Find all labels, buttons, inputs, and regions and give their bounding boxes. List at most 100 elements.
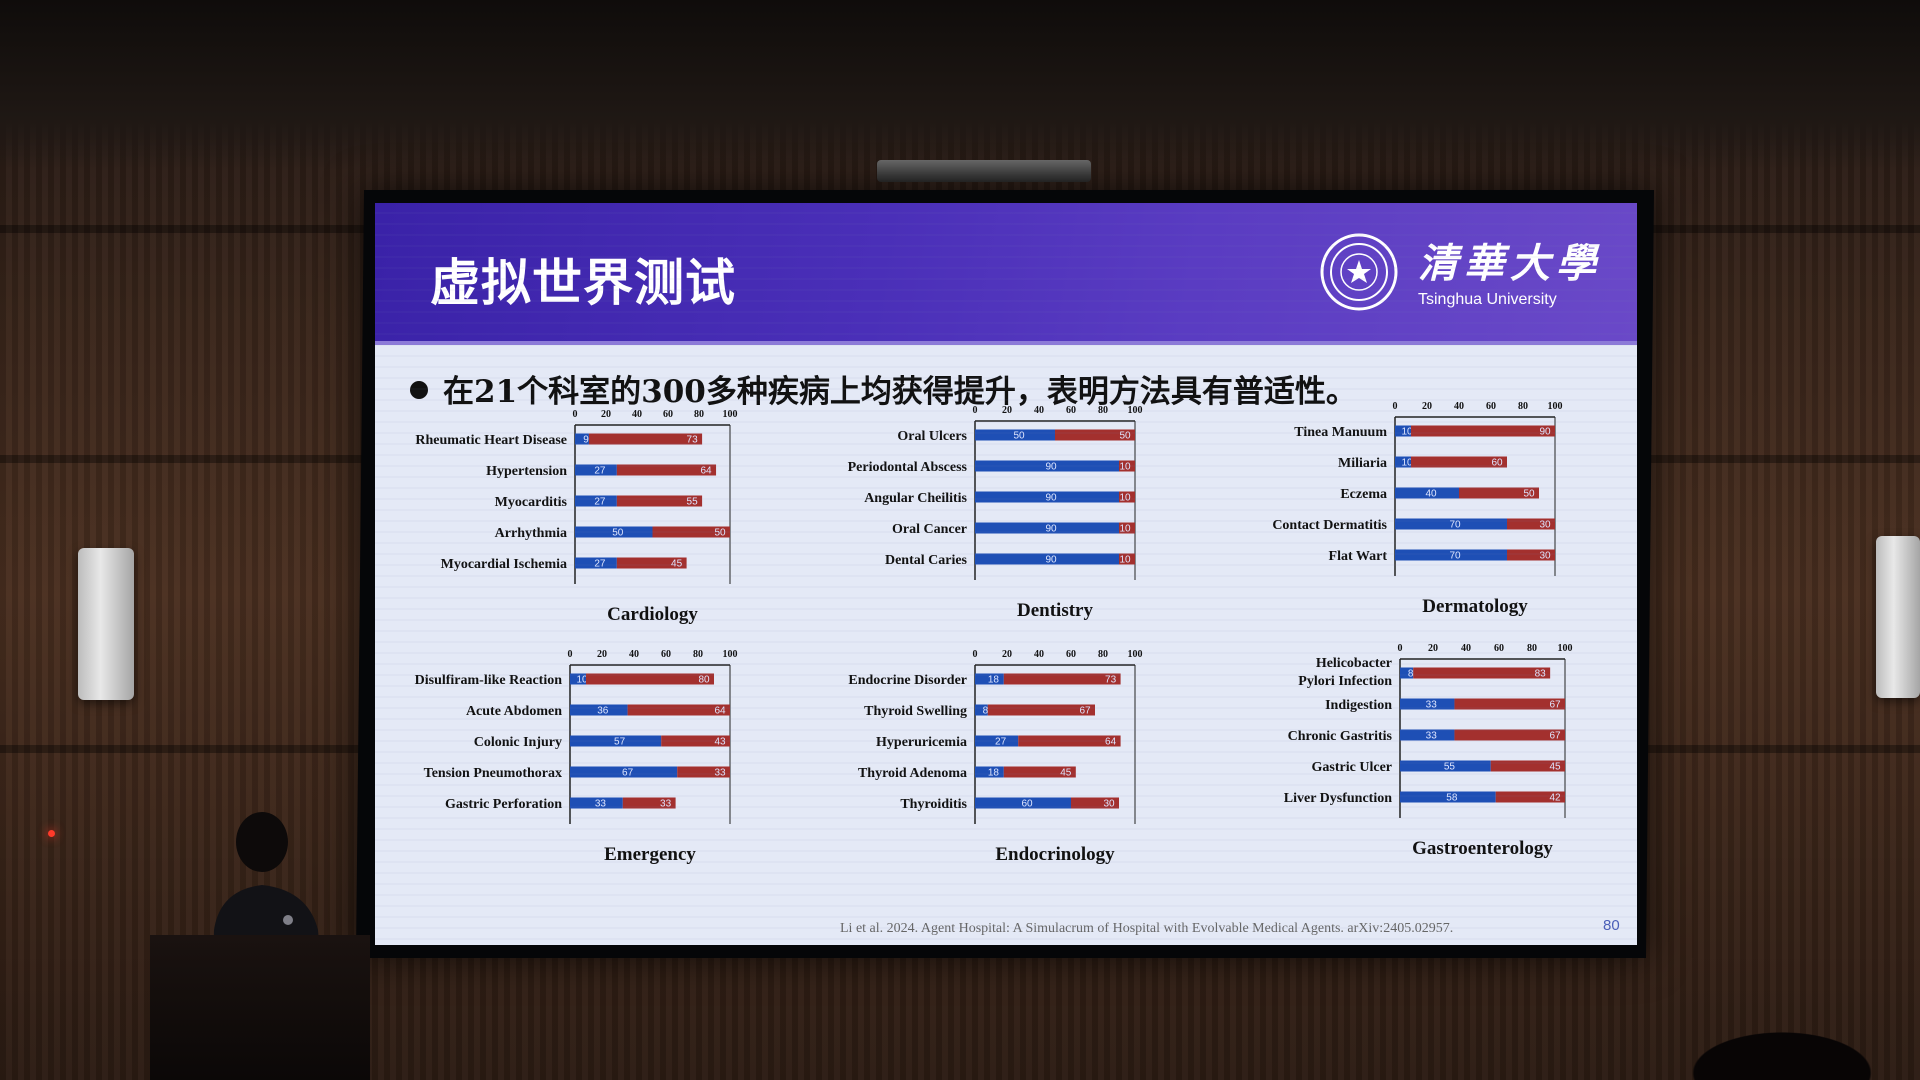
blue-bar — [975, 522, 1119, 534]
tick-label: 20 — [1002, 405, 1012, 416]
blue-bar — [575, 557, 617, 569]
tick-label: 0 — [1398, 643, 1403, 654]
category-label: Contact Dermatitis — [1272, 518, 1387, 533]
blue-bar — [975, 735, 1019, 747]
data-label: 50 — [612, 528, 624, 539]
tick-label: 100 — [1548, 401, 1563, 412]
category-label: Thyroid Swelling — [864, 704, 967, 719]
category-label: Tinea Manuum — [1294, 425, 1387, 440]
blue-bar — [1400, 729, 1455, 741]
category-label: Endocrine Disorder — [848, 673, 967, 688]
slide-header: 虚拟世界测试 清華大學 Tsinghua University — [375, 203, 1637, 345]
data-label: 50 — [714, 528, 726, 539]
data-label: 67 — [1549, 731, 1561, 742]
blue-bar — [1400, 760, 1491, 772]
data-label: 9 — [583, 435, 589, 446]
category-label: Angular Cheilitis — [864, 491, 967, 506]
red-bar — [1119, 553, 1135, 565]
chart-dermatology: 0 20 40 60 80 100 Tinea Manuum 10 90 Miliaria 10 60… — [1272, 401, 1563, 617]
data-label: 50 — [1013, 431, 1025, 442]
citation-text: Li et al. 2024. Agent Hospital: A Simula… — [840, 921, 1454, 936]
tick-label: 100 — [1558, 643, 1573, 654]
blue-bar — [975, 429, 1055, 441]
category-label: Helicobacter — [1316, 656, 1392, 671]
data-label: 8 — [983, 706, 989, 717]
data-label: 33 — [714, 768, 726, 779]
tick-label: 20 — [1422, 401, 1432, 412]
chart-gastroenterology: 0 20 40 60 80 100 Helicobacter Pylori Infection… — [1284, 643, 1573, 859]
slide-title: 虚拟世界测试 — [430, 254, 736, 312]
blue-bar — [1395, 425, 1411, 437]
data-label: 60 — [1021, 799, 1033, 810]
blue-bar — [570, 735, 662, 747]
red-bar — [1071, 797, 1119, 809]
category-label: Gastric Perforation — [445, 797, 562, 812]
data-label: 70 — [1449, 551, 1461, 562]
data-label: 30 — [1103, 799, 1115, 810]
data-label: 36 — [597, 706, 609, 717]
data-label: 18 — [988, 768, 1000, 779]
bullet-icon — [410, 381, 428, 399]
red-bar — [1490, 760, 1565, 772]
red-bar — [1454, 698, 1565, 710]
category-label: Acute Abdomen — [466, 704, 562, 719]
data-label: 45 — [1060, 768, 1072, 779]
blue-bar — [975, 553, 1119, 565]
data-label: 33 — [1426, 700, 1438, 711]
tick-label: 60 — [1486, 401, 1496, 412]
page-number: 80 — [1603, 917, 1620, 934]
data-label: 30 — [1539, 551, 1551, 562]
category-label: Hypertension — [486, 464, 567, 479]
category-label: Arrhythmia — [495, 526, 567, 541]
chart-endocrinology: 0 20 40 60 80 100 Endocrine Disorder 18 73 Thyroi… — [848, 649, 1142, 865]
tick-label: 80 — [694, 409, 704, 420]
tick-label: 100 — [723, 409, 738, 420]
data-label: 10 — [576, 675, 588, 686]
presentation-slide: 虚拟世界测试 清華大學 Tsinghua University 在21个科室的3… — [375, 203, 1637, 945]
tick-label: 100 — [1128, 405, 1143, 416]
category-label: Miliaria — [1338, 456, 1387, 471]
ceiling — [0, 0, 1920, 170]
category-label: Disulfiram-like Reaction — [415, 673, 563, 688]
blue-bar — [975, 460, 1119, 472]
red-bar — [622, 797, 676, 809]
data-label: 33 — [595, 799, 607, 810]
category-label: Liver Dysfunction — [1284, 791, 1392, 806]
category-label: Chronic Gastritis — [1288, 729, 1393, 744]
red-bar — [586, 673, 714, 685]
red-bar — [1119, 491, 1135, 503]
data-label: 64 — [714, 706, 726, 717]
tick-label: 60 — [663, 409, 673, 420]
tick-label: 80 — [1098, 405, 1108, 416]
blue-bar — [1400, 667, 1414, 679]
blue-bar — [570, 766, 678, 778]
tick-label: 0 — [973, 649, 978, 660]
blue-bar — [575, 495, 617, 507]
data-label: 80 — [698, 675, 710, 686]
category-label: Thyroiditis — [900, 797, 967, 812]
data-label: 73 — [687, 435, 699, 446]
data-label: 55 — [687, 497, 699, 508]
data-label: 45 — [671, 559, 683, 570]
data-label: 10 — [1119, 493, 1131, 504]
blue-bar — [570, 673, 586, 685]
data-label: 70 — [1449, 520, 1461, 531]
slide-bullet: 在21个科室的300多种疾病上均获得提升，表明方法具有普适性。 — [443, 374, 1357, 410]
red-bar — [1507, 518, 1555, 530]
category-label: Rheumatic Heart Disease — [415, 433, 567, 448]
data-label: 10 — [1401, 458, 1413, 469]
blue-bar — [575, 464, 617, 476]
blue-bar — [1400, 791, 1496, 803]
category-label: Thyroid Adenoma — [858, 766, 967, 781]
data-label: 90 — [1045, 493, 1057, 504]
data-label: 67 — [1079, 706, 1091, 717]
university-seal-icon — [1320, 233, 1398, 311]
category-label: Myocardial Ischemia — [441, 557, 567, 572]
red-bar — [1459, 487, 1539, 499]
university-logo-wordmark: 清華大學 — [1418, 240, 1602, 287]
tick-label: 60 — [1066, 649, 1076, 660]
tick-label: 0 — [568, 649, 573, 660]
data-label: 50 — [1119, 431, 1131, 442]
left-wall-speaker — [78, 548, 134, 700]
red-bar — [616, 557, 687, 569]
